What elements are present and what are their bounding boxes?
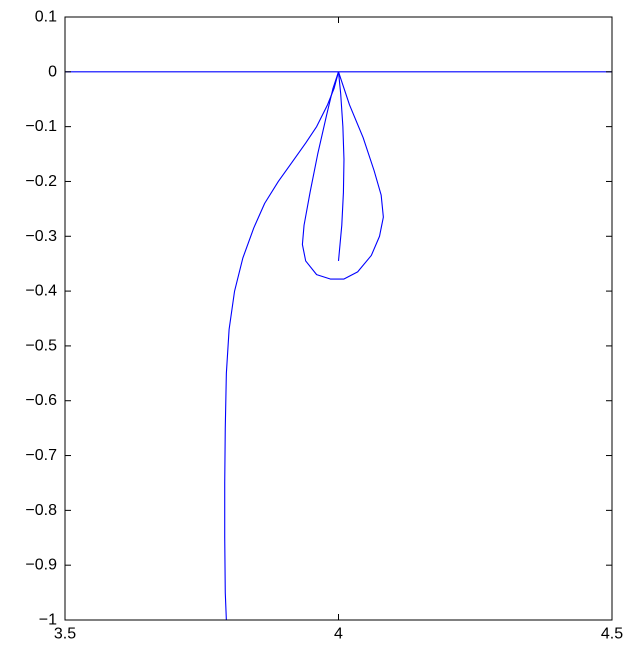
x-tick-label: 4 [334,625,343,642]
x-tick-label: 3.5 [54,625,76,642]
y-tick-label: −0.4 [25,283,57,300]
series-line-3 [337,71,345,261]
x-tick-label: 4.5 [601,625,623,642]
y-tick-label: −0.7 [25,447,57,464]
y-tick-label: 0 [48,63,57,80]
series-line-1 [224,71,340,621]
y-tick-label: −0.6 [25,392,57,409]
y-tick-label: −0.2 [25,173,57,190]
plot-frame [64,16,613,621]
y-tick-label: −0.1 [25,118,57,135]
y-tick-label: −0.9 [25,557,57,574]
y-tick-label: −1 [39,612,57,629]
series-layer [65,71,612,621]
y-tick-label: −0.3 [25,228,57,245]
y-tick-label: −0.5 [25,337,57,354]
tick-layer: 3.5 4 4.5 0.1 0 −0.1 −0.2 −0.3 −0.4 −0.5 −0.6 −0.7 −… [25,9,623,643]
series-line-2 [301,71,384,280]
plot-background [65,17,612,620]
y-tick-label: 0.1 [35,9,57,26]
y-tick-label: −0.8 [25,502,57,519]
